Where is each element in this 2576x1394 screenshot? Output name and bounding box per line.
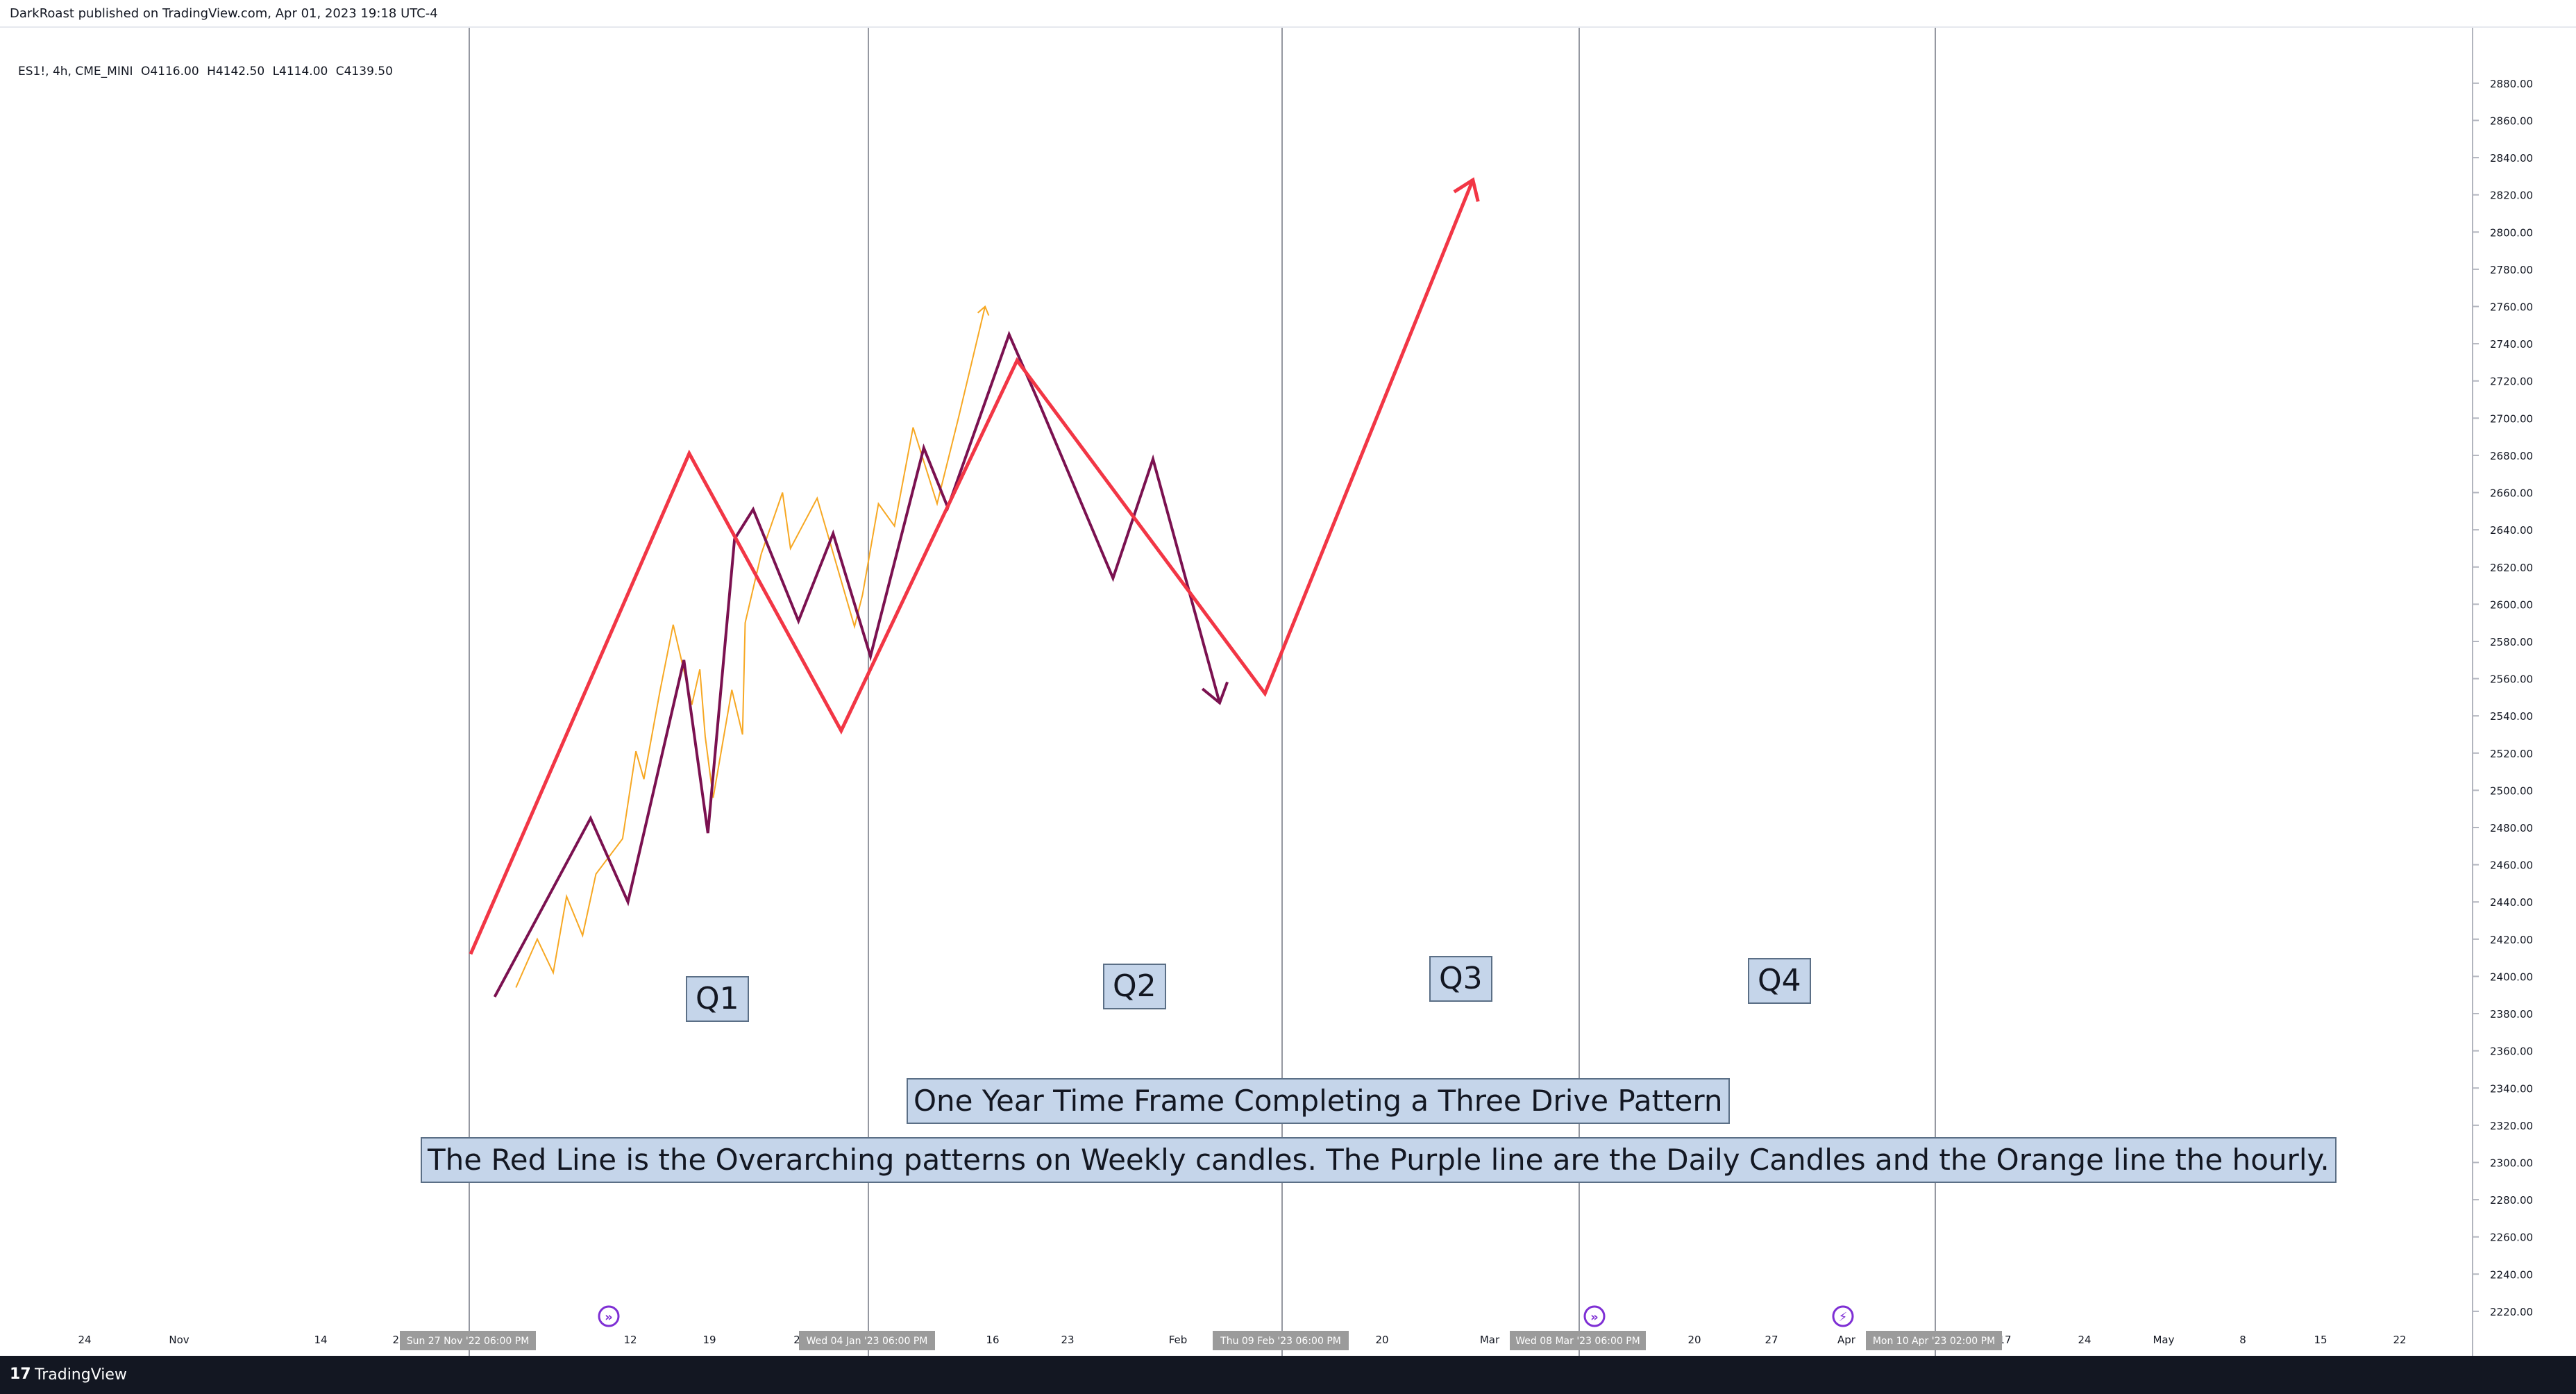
time-axis-tick: Nov [169, 1334, 189, 1346]
legend-high: H4142.50 [207, 65, 265, 78]
time-marker-label: Wed 04 Jan '23 06:00 PM [807, 1336, 928, 1347]
quarter-label-q2[interactable]: Q2 [1103, 964, 1166, 1009]
time-marker-tag [1510, 1331, 1646, 1350]
time-axis-tick: 20 [1375, 1334, 1388, 1346]
price-axis[interactable]: 2880.00 2860.00 2840.00 2820.00 2800.00 2780.… [2472, 28, 2576, 1356]
price-axis-tick: 2600.00 [2490, 598, 2533, 611]
lightning-circle-icon [1832, 1305, 1854, 1327]
pattern-description-note[interactable]: The Red Line is the Overarching patterns… [421, 1137, 2337, 1183]
price-axis-tick: 2420.00 [2490, 934, 2533, 946]
legend-close: C4139.50 [335, 65, 393, 78]
price-axis-tick: 2640.00 [2490, 524, 2533, 537]
price-axis-tick: 2460.00 [2490, 859, 2533, 872]
time-marker-label: Thu 09 Feb '23 06:00 PM [1220, 1336, 1341, 1347]
time-axis-tick: 24 [78, 1334, 91, 1346]
price-axis-tick: 2440.00 [2490, 896, 2533, 909]
price-axis-tick: 2620.00 [2490, 562, 2533, 574]
time-axis-tick: May [2153, 1334, 2174, 1346]
legend-symbol: ES1!, 4h, CME_MINI [18, 65, 133, 78]
price-axis-tick: 2660.00 [2490, 487, 2533, 500]
tradingview-brand: TradingView [35, 1366, 127, 1384]
time-axis-tick: Mar [1480, 1334, 1500, 1346]
time-marker-label: Sun 27 Nov '22 06:00 PM [407, 1336, 530, 1347]
symbol-legend: ES1!, 4h, CME_MINI O4116.00 H4142.50 L41… [18, 65, 397, 78]
series-line-hourly [515, 306, 986, 988]
time-axis-tick: 27 [1765, 1334, 1778, 1346]
price-axis-tick: 2500.00 [2490, 784, 2533, 797]
time-marker-tag [799, 1331, 935, 1350]
price-axis-tick: 2260.00 [2490, 1232, 2533, 1244]
quarter-label-q1[interactable]: Q1 [686, 976, 749, 1022]
tradingview-footer: 17 TradingView [0, 1356, 2576, 1394]
publish-header: DarkRoast published on TradingView.com, … [0, 0, 2576, 28]
quarter-label-q4[interactable]: Q4 [1748, 958, 1811, 1004]
arrowhead-daily [1201, 681, 1229, 705]
time-axis-tick: Apr [1837, 1334, 1856, 1346]
price-axis-tick: 2540.00 [2490, 710, 2533, 723]
price-axis-tick: 2580.00 [2490, 636, 2533, 648]
price-axis-tick: 2280.00 [2490, 1194, 2533, 1207]
chart-area[interactable]: 24Nov142151219291623Feb1320Mar132027Apr1… [0, 28, 2472, 1356]
time-axis-tick: 23 [1061, 1334, 1074, 1346]
price-axis-tick: 2220.00 [2490, 1306, 2533, 1318]
price-axis-tick: 2840.00 [2490, 152, 2533, 165]
price-axis-tick: 2740.00 [2490, 338, 2533, 351]
time-axis-tick: 15 [2314, 1334, 2327, 1346]
time-marker-tag [400, 1331, 536, 1350]
price-axis-tick: 2820.00 [2490, 190, 2533, 202]
time-axis-tick: 24 [2078, 1334, 2091, 1346]
pattern-title-note[interactable]: One Year Time Frame Completing a Three D… [907, 1078, 1730, 1124]
price-axis-tick: 2240.00 [2490, 1268, 2533, 1281]
time-marker-label: Wed 08 Mar '23 06:00 PM [1515, 1336, 1640, 1347]
chevron-circle-icon-glyph: » [605, 1310, 613, 1325]
price-axis-tick: 2400.00 [2490, 971, 2533, 983]
price-axis-tick: 2520.00 [2490, 748, 2533, 760]
chevron-circle-icon [598, 1305, 620, 1327]
chevron-circle-icon [1583, 1305, 1606, 1327]
price-axis-tick: 2480.00 [2490, 822, 2533, 834]
price-axis-tick: 2380.00 [2490, 1008, 2533, 1021]
arrowhead-hourly [977, 305, 990, 316]
time-axis-tick: 22 [2393, 1334, 2406, 1346]
arrowhead-weekly [1453, 177, 1480, 202]
tradingview-logo-icon: 17 [10, 1366, 31, 1383]
time-axis-tick: 20 [1687, 1334, 1701, 1346]
legend-open: O4116.00 [140, 65, 199, 78]
series-line-weekly [469, 179, 1475, 955]
time-axis-tick: 16 [986, 1334, 999, 1346]
price-axis-tick: 2880.00 [2490, 78, 2533, 90]
time-marker-label: Mon 10 Apr '23 02:00 PM [1873, 1336, 1995, 1347]
chevron-circle-icon-glyph: » [1590, 1310, 1599, 1325]
price-axis-tick: 2720.00 [2490, 376, 2533, 388]
time-axis-tick: 8 [2239, 1334, 2246, 1346]
time-axis-tick: 19 [702, 1334, 716, 1346]
price-axis-tick: 2800.00 [2490, 226, 2533, 239]
price-axis-tick: 2680.00 [2490, 450, 2533, 462]
price-axis-tick: 2360.00 [2490, 1046, 2533, 1058]
time-axis-tick: 2 [793, 1334, 800, 1346]
price-axis-tick: 2300.00 [2490, 1157, 2533, 1169]
time-axis-tick: 14 [314, 1334, 327, 1346]
time-axis-tick: 12 [623, 1334, 637, 1346]
chart-canvas[interactable]: 24Nov142151219291623Feb1320Mar132027Apr1… [0, 28, 2472, 1356]
lightning-circle-icon-glyph: ⚡ [1839, 1310, 1848, 1325]
price-axis-tick: 2560.00 [2490, 673, 2533, 686]
price-axis-tick: 2340.00 [2490, 1082, 2533, 1095]
time-axis-tick: Feb [1169, 1334, 1188, 1346]
series-line-daily [493, 330, 1221, 998]
price-axis-tick: 2700.00 [2490, 412, 2533, 425]
price-axis-tick: 2320.00 [2490, 1120, 2533, 1132]
publish-line: DarkRoast published on TradingView.com, … [10, 6, 438, 21]
time-marker-tag [1213, 1331, 1349, 1350]
quarter-label-q3[interactable]: Q3 [1429, 956, 1492, 1002]
legend-low: L4114.00 [272, 65, 328, 78]
price-axis-tick: 2780.00 [2490, 264, 2533, 276]
price-axis-tick: 2860.00 [2490, 115, 2533, 127]
price-axis-tick: 2760.00 [2490, 301, 2533, 313]
time-marker-tag [1866, 1331, 2002, 1350]
